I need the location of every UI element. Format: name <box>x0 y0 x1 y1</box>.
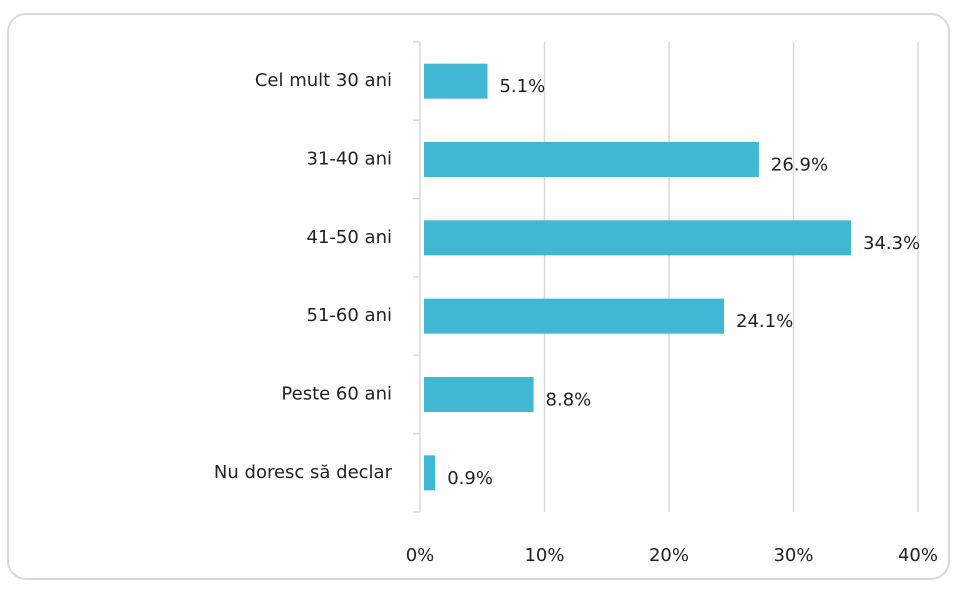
bar <box>424 377 534 412</box>
y-tick-label: 31-40 ani <box>307 149 392 170</box>
value-label: 34.3% <box>863 233 920 254</box>
bar <box>424 63 488 99</box>
y-tick-label: Nu doresc să declar <box>214 462 393 483</box>
x-tick-label: 20% <box>649 545 689 566</box>
y-tick-label: 51-60 ani <box>307 305 392 326</box>
value-label: 8.8% <box>546 390 592 411</box>
x-tick-label: 10% <box>524 545 564 566</box>
x-tick-label: 40% <box>898 545 938 566</box>
value-label: 26.9% <box>771 155 828 176</box>
bar <box>424 455 436 491</box>
x-tick-label: 0% <box>406 545 435 566</box>
card <box>7 13 950 580</box>
y-tick-label: Cel mult 30 ani <box>255 70 392 91</box>
value-label: 24.1% <box>736 311 793 332</box>
y-tick-label: 41-50 ani <box>307 227 392 248</box>
bar <box>424 298 725 334</box>
x-tick-label: 30% <box>773 545 813 566</box>
bar <box>424 220 852 256</box>
value-label: 0.9% <box>447 468 493 489</box>
value-label: 5.1% <box>499 76 545 97</box>
bar <box>424 142 759 177</box>
y-tick-label: Peste 60 ani <box>281 384 392 405</box>
